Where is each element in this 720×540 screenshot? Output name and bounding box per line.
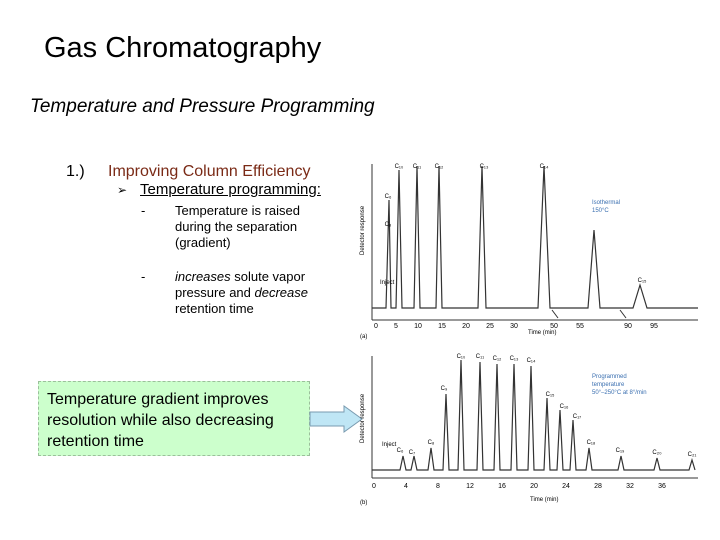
x-axis-label: Time (min) xyxy=(530,497,558,503)
x-tick-label: 20 xyxy=(530,483,538,490)
peak-label: C₁₉ xyxy=(616,448,625,454)
x-tick-label: 16 xyxy=(498,483,506,490)
x-tick-label: 0 xyxy=(374,323,378,330)
x-tick-label: 30 xyxy=(510,323,518,330)
sub-heading: Temperature programming: xyxy=(140,181,321,198)
peak-label: C₂₁ xyxy=(688,452,697,458)
bullet-em: decrease xyxy=(254,285,308,300)
peak-label: C₁₅ xyxy=(546,392,555,398)
panel-label: (b) xyxy=(360,500,367,506)
chromatogram-trace xyxy=(372,359,696,471)
condition-line: temperature xyxy=(592,382,625,388)
x-tick-label: 15 xyxy=(438,323,446,330)
chromatogram-isothermal: Detector response Inject (a) Time (min) … xyxy=(360,164,698,340)
bullet-text: increases solute vapor pressure and decr… xyxy=(175,269,335,317)
peak-label: C₁₁ xyxy=(476,354,484,360)
bullet-mid: solute vapor pressure and xyxy=(175,269,306,300)
x-tick-label: 10 xyxy=(414,323,422,330)
peak-label: C₁₅ xyxy=(638,278,647,284)
peak-label: C₁₆ xyxy=(560,404,569,410)
slide-title: Gas Chromatography xyxy=(44,32,322,64)
inject-label: Inject xyxy=(382,442,397,448)
peak-label: C₁₂ xyxy=(435,164,444,170)
condition-line: 50°–250°C at 8°/min xyxy=(592,390,647,396)
peak-label: C₂₀ xyxy=(652,450,662,456)
x-tick-labels: 0 5 10 15 20 25 30 50 55 90 95 xyxy=(374,323,658,330)
x-tick-label: 25 xyxy=(486,323,494,330)
x-tick-label: 36 xyxy=(658,483,666,490)
condition-line: 150°C xyxy=(592,208,609,214)
peak-label: C₈ xyxy=(385,222,392,228)
item-heading: Improving Column Efficiency xyxy=(108,163,311,180)
peak-label: C₁₂ xyxy=(493,356,502,362)
x-tick-label: 55 xyxy=(576,323,584,330)
bullet-text: Temperature is raised during the separat… xyxy=(175,203,300,250)
x-tick-label: 50 xyxy=(550,323,558,330)
y-axis-label: Detector response xyxy=(360,205,366,255)
arrow-bullet-icon: ➢ xyxy=(117,183,128,197)
peak-label: C₇ xyxy=(409,450,415,456)
peak-labels: C₆ C₈ C₁₀ C₁₁ C₁₂ C₁₃ C₁₄ C₁₅ xyxy=(385,164,647,284)
x-tick-label: 28 xyxy=(594,483,602,490)
y-axis-label: Detector response xyxy=(360,393,366,443)
x-tick-labels: 0 4 8 12 16 20 24 28 32 36 xyxy=(372,483,666,490)
condition-line: Isothermal xyxy=(592,200,620,206)
bullet-dash: - xyxy=(141,203,146,218)
peak-label: C₁₄ xyxy=(527,358,536,364)
panel-label: (a) xyxy=(360,334,367,340)
peak-label: C₈ xyxy=(428,440,435,446)
peak-label: C₁₇ xyxy=(573,414,581,420)
bullet-em: increases xyxy=(175,269,231,284)
peak-label: C₁₁ xyxy=(413,164,421,170)
x-axis-label: Time (min) xyxy=(528,330,556,336)
x-tick-label: 8 xyxy=(436,483,440,490)
x-tick-label: 5 xyxy=(394,323,398,330)
axis-break xyxy=(619,309,627,319)
bullet-post: retention time xyxy=(175,301,254,316)
x-tick-label: 32 xyxy=(626,483,634,490)
peak-labels: C₆ C₇ C₈ C₉ C₁₀ C₁₁ C₁₂ C₁₃ C₁₄ C₁₅ C₁₆ C₁₇ C₁₈ C₁₉ C₂… xyxy=(397,354,697,458)
x-tick-label: 4 xyxy=(404,483,408,490)
note-box: Temperature gradient improves resolution… xyxy=(38,381,310,456)
condition-line: Programmed xyxy=(592,374,627,380)
x-tick-label: 90 xyxy=(624,323,632,330)
axis-break xyxy=(551,309,559,319)
peak-label: C₁₄ xyxy=(540,164,549,170)
x-tick-label: 24 xyxy=(562,483,570,490)
peak-label: C₁₀ xyxy=(457,354,466,360)
peak-label: C₁₃ xyxy=(480,164,489,170)
x-tick-label: 0 xyxy=(372,483,376,490)
chromatogram-trace xyxy=(372,165,698,309)
peak-label: C₁₈ xyxy=(587,440,596,446)
x-tick-label: 12 xyxy=(466,483,474,490)
x-tick-label: 20 xyxy=(462,323,470,330)
bullet-dash: - xyxy=(141,269,146,284)
x-tick-label: 95 xyxy=(650,323,658,330)
peak-label: C₁₃ xyxy=(510,356,519,362)
item-number: 1.) xyxy=(66,163,85,180)
inject-label: Inject xyxy=(380,280,395,286)
peak-label: C₁₀ xyxy=(395,164,404,170)
right-arrow-icon xyxy=(309,405,363,433)
slide-subtitle: Temperature and Pressure Programming xyxy=(30,96,375,117)
chromatogram-programmed: Detector response Inject (b) Time (min) … xyxy=(360,354,698,506)
peak-label: C₉ xyxy=(441,386,448,392)
peak-label: C₆ xyxy=(397,448,404,454)
peak-label: C₆ xyxy=(385,194,392,200)
